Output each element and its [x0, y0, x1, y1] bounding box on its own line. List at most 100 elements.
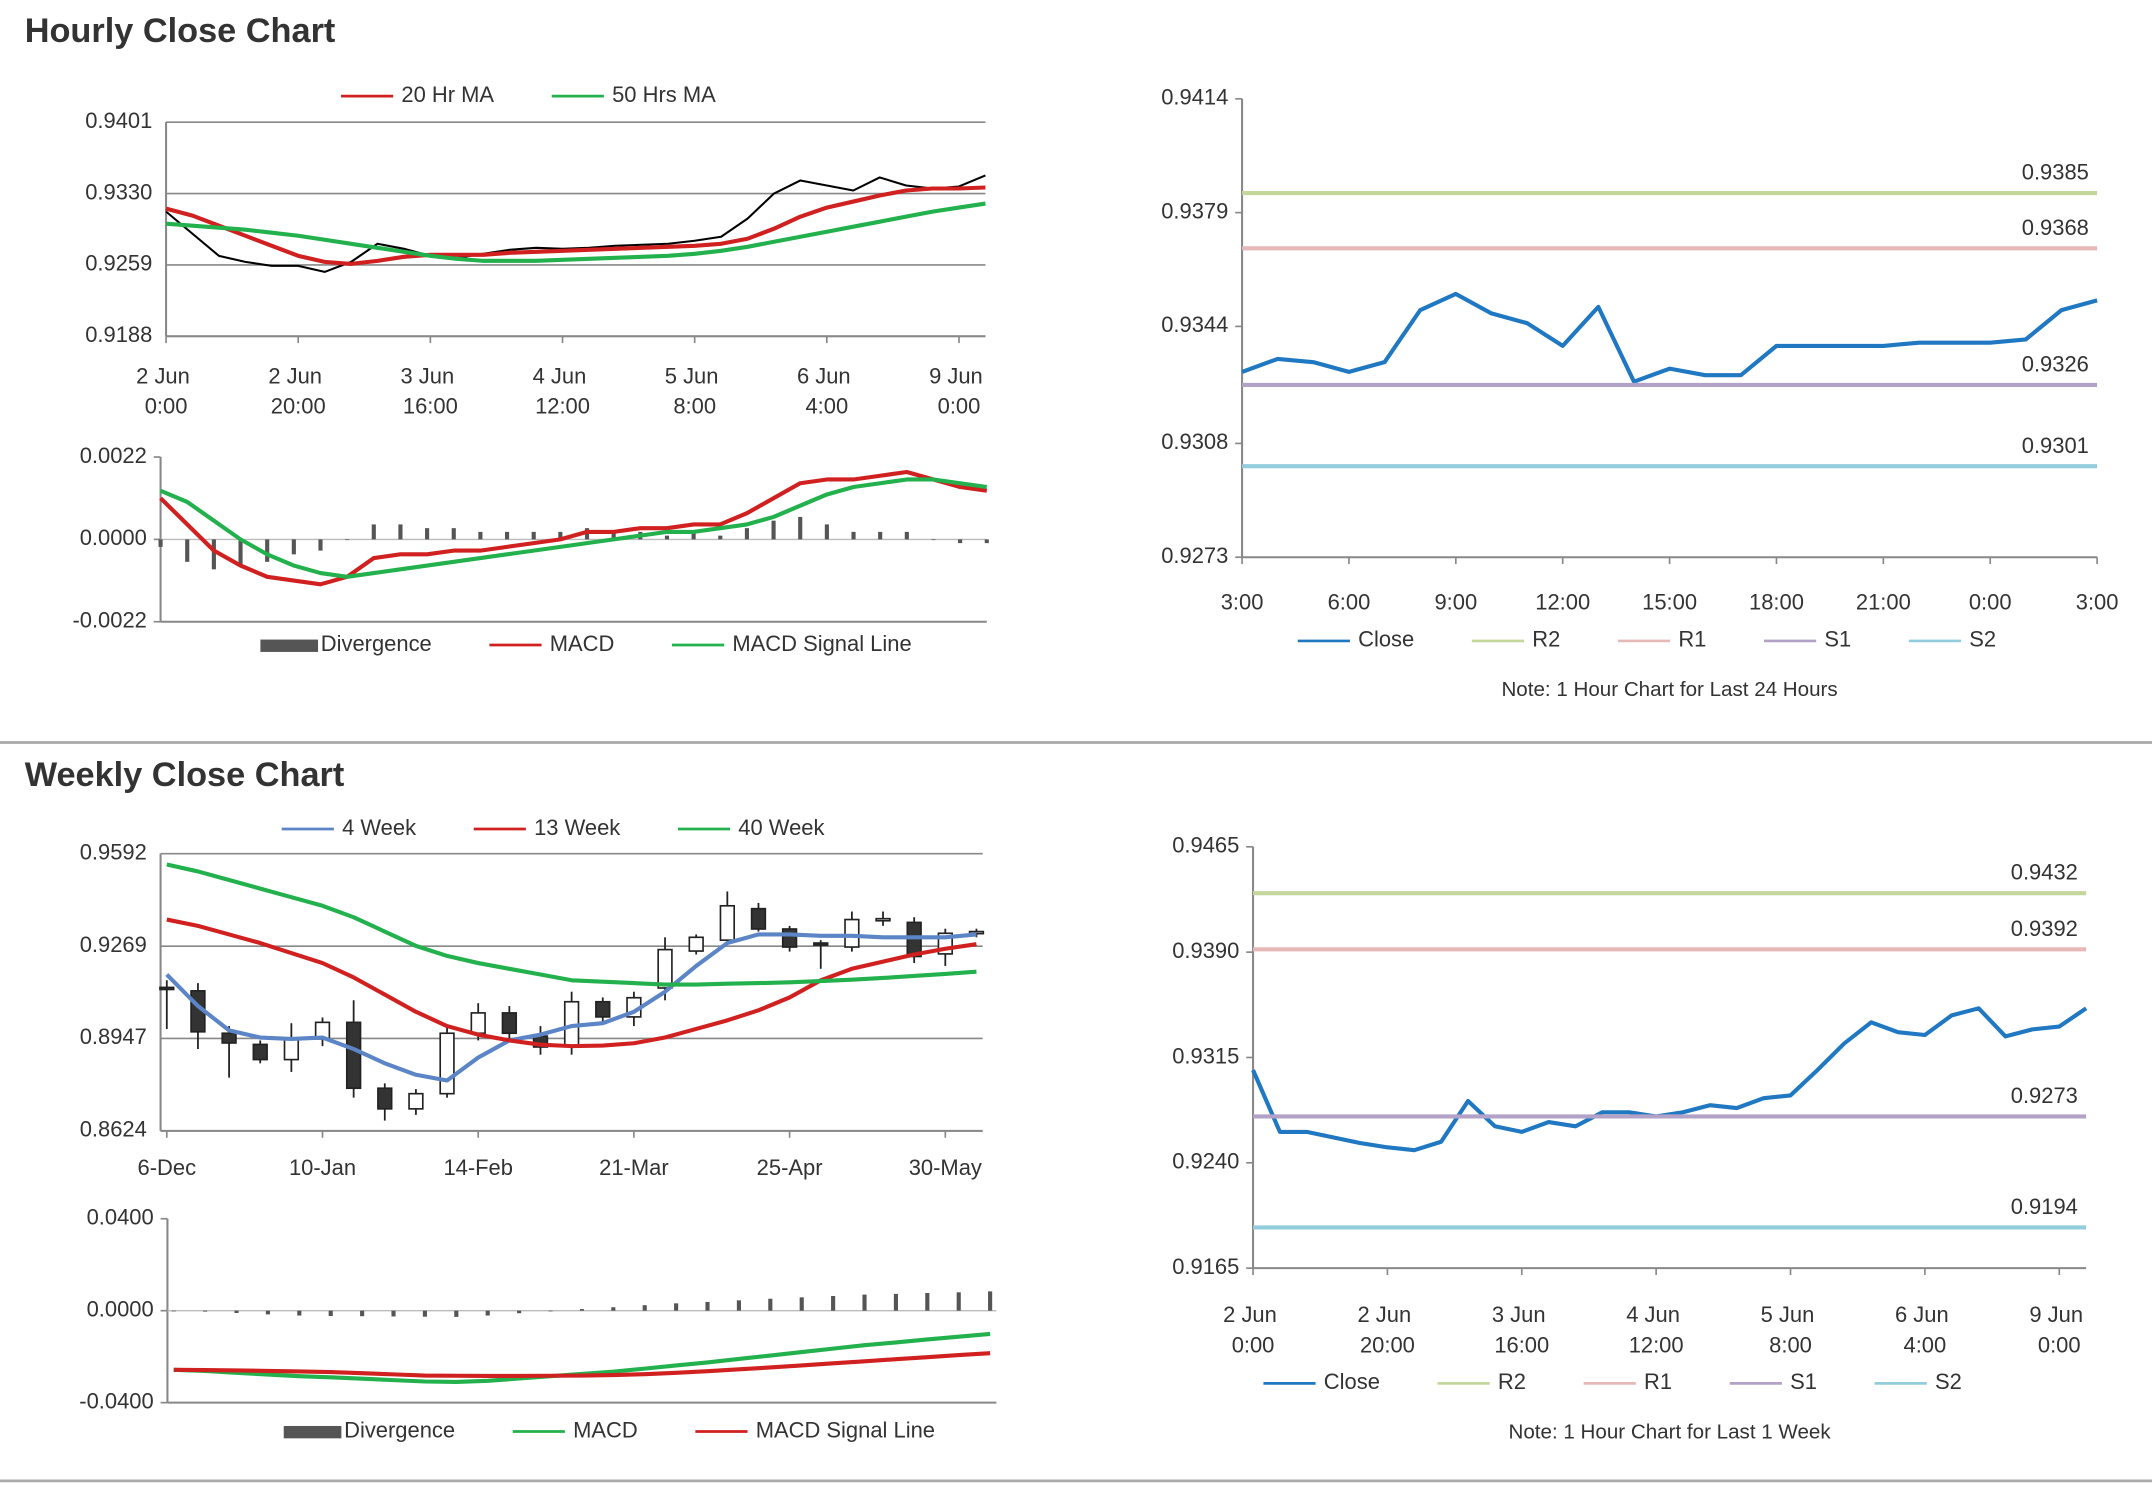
legend-label: Close: [1324, 1369, 1380, 1394]
legend-label: S1: [1824, 627, 1851, 652]
bar: [664, 535, 670, 540]
y-tick-label: 0.0000: [87, 1296, 154, 1321]
legend-label: S1: [1790, 1369, 1817, 1394]
candle-body: [377, 1087, 393, 1110]
candle-body: [844, 918, 860, 948]
bar: [718, 535, 723, 540]
bar: [265, 539, 270, 562]
x-tick-label: 2 Jun 0:00: [136, 363, 196, 418]
legend-label: 50 Hrs MA: [612, 82, 716, 107]
bar: [642, 1305, 647, 1311]
level-label: 0.9301: [2022, 433, 2089, 458]
y-tick-label: 0.9414: [1161, 85, 1228, 110]
level-label: 0.9194: [2011, 1194, 2078, 1219]
series-line: [1251, 1006, 2088, 1153]
candle-body: [159, 986, 175, 991]
y-tick-label: 0.0022: [80, 443, 147, 468]
legend: Divergence MACD MACD Signal Line: [260, 631, 912, 656]
bar: [771, 520, 776, 540]
y-tick-label: 0.9259: [85, 251, 152, 276]
bar: [674, 1303, 679, 1311]
x-tick-label: 3 Jun 16:00: [400, 363, 460, 418]
bar: [925, 1292, 930, 1311]
series-line: [165, 201, 986, 263]
candle-body: [470, 1012, 486, 1035]
x-tick-label: 0:00: [1969, 590, 2012, 615]
y-tick-label: 0.8624: [80, 1117, 147, 1142]
bar: [799, 1297, 804, 1311]
candle-body: [875, 917, 891, 922]
y-tick-label: 0.9240: [1172, 1149, 1239, 1174]
bar: [579, 1309, 584, 1311]
bar: [736, 1300, 741, 1311]
bar: [931, 539, 936, 541]
candle-body: [439, 1032, 455, 1095]
bar: [451, 528, 456, 540]
legend-label: R1: [1678, 627, 1706, 652]
legend: Close R2 R1 S1 S2: [1297, 627, 1996, 652]
bar: [517, 1310, 522, 1314]
x-tick-label: 5 Jun 8:00: [1761, 1302, 1821, 1357]
y-tick-label: 0.9188: [85, 322, 152, 347]
y-tick-label: 0.9379: [1161, 198, 1228, 223]
x-tick-label: 6:00: [1328, 590, 1371, 615]
bar: [398, 524, 403, 540]
series-line: [159, 477, 988, 579]
bar: [422, 1310, 427, 1317]
level-label: 0.9368: [2022, 215, 2089, 240]
bar: [291, 539, 296, 555]
bar: [744, 528, 749, 540]
candle-body: [221, 1032, 237, 1044]
x-tick-label: 2 Jun 20:00: [1358, 1302, 1418, 1357]
bar: [454, 1310, 459, 1317]
legend-label: S2: [1969, 627, 1996, 652]
legend-swatch: [260, 639, 319, 652]
candle-body: [657, 948, 673, 989]
x-tick-label: 2 Jun 0:00: [1223, 1302, 1283, 1357]
candle-body: [345, 1021, 362, 1090]
x-tick-label: 12:00: [1535, 590, 1590, 615]
series-line: [165, 185, 986, 266]
bar: [425, 528, 430, 540]
chart-note: Note: 1 Hour Chart for Last 1 Week: [1508, 1420, 1831, 1443]
x-tick-label: 30-May: [909, 1155, 982, 1180]
series-line: [166, 862, 977, 987]
bar: [824, 524, 829, 540]
bar: [234, 1310, 239, 1313]
y-tick-label: 0.9315: [1172, 1043, 1239, 1068]
series-line: [173, 1351, 991, 1379]
x-tick-label: 6 Jun 4:00: [1895, 1302, 1955, 1357]
bar: [705, 1301, 710, 1311]
candle-body: [813, 942, 829, 946]
candle-body: [408, 1092, 424, 1110]
bar: [611, 1307, 616, 1311]
legend-label: 40 Week: [738, 815, 824, 840]
bar: [203, 1310, 208, 1312]
legend-label: Divergence: [344, 1417, 455, 1442]
y-tick-label: 0.9390: [1172, 938, 1239, 963]
bar: [531, 531, 536, 540]
x-tick-label: 10-Jan: [289, 1155, 356, 1180]
bar: [548, 1310, 553, 1312]
series-line: [166, 917, 977, 1049]
x-tick-label: 3:00: [2076, 590, 2119, 615]
x-tick-label: 3 Jun 16:00: [1492, 1302, 1552, 1357]
x-tick-label: 9 Jun 0:00: [929, 363, 989, 418]
x-tick-label: 25-Apr: [757, 1155, 823, 1180]
legend-label: MACD Signal Line: [732, 631, 911, 656]
level-label: 0.9385: [2022, 160, 2089, 185]
y-tick-label: 0.9465: [1172, 833, 1239, 858]
series-line: [159, 469, 988, 587]
bar: [391, 1310, 396, 1317]
y-tick-label: 0.0400: [87, 1205, 154, 1230]
x-tick-label: 9:00: [1434, 590, 1477, 615]
bar: [371, 524, 376, 540]
x-tick-label: 21-Mar: [599, 1155, 669, 1180]
section-title: Hourly Close Chart: [25, 12, 336, 50]
legend-label: Divergence: [321, 631, 432, 656]
bar: [318, 539, 323, 551]
bar: [238, 539, 243, 566]
x-tick-label: 5 Jun 8:00: [665, 363, 725, 418]
bar: [158, 539, 163, 547]
